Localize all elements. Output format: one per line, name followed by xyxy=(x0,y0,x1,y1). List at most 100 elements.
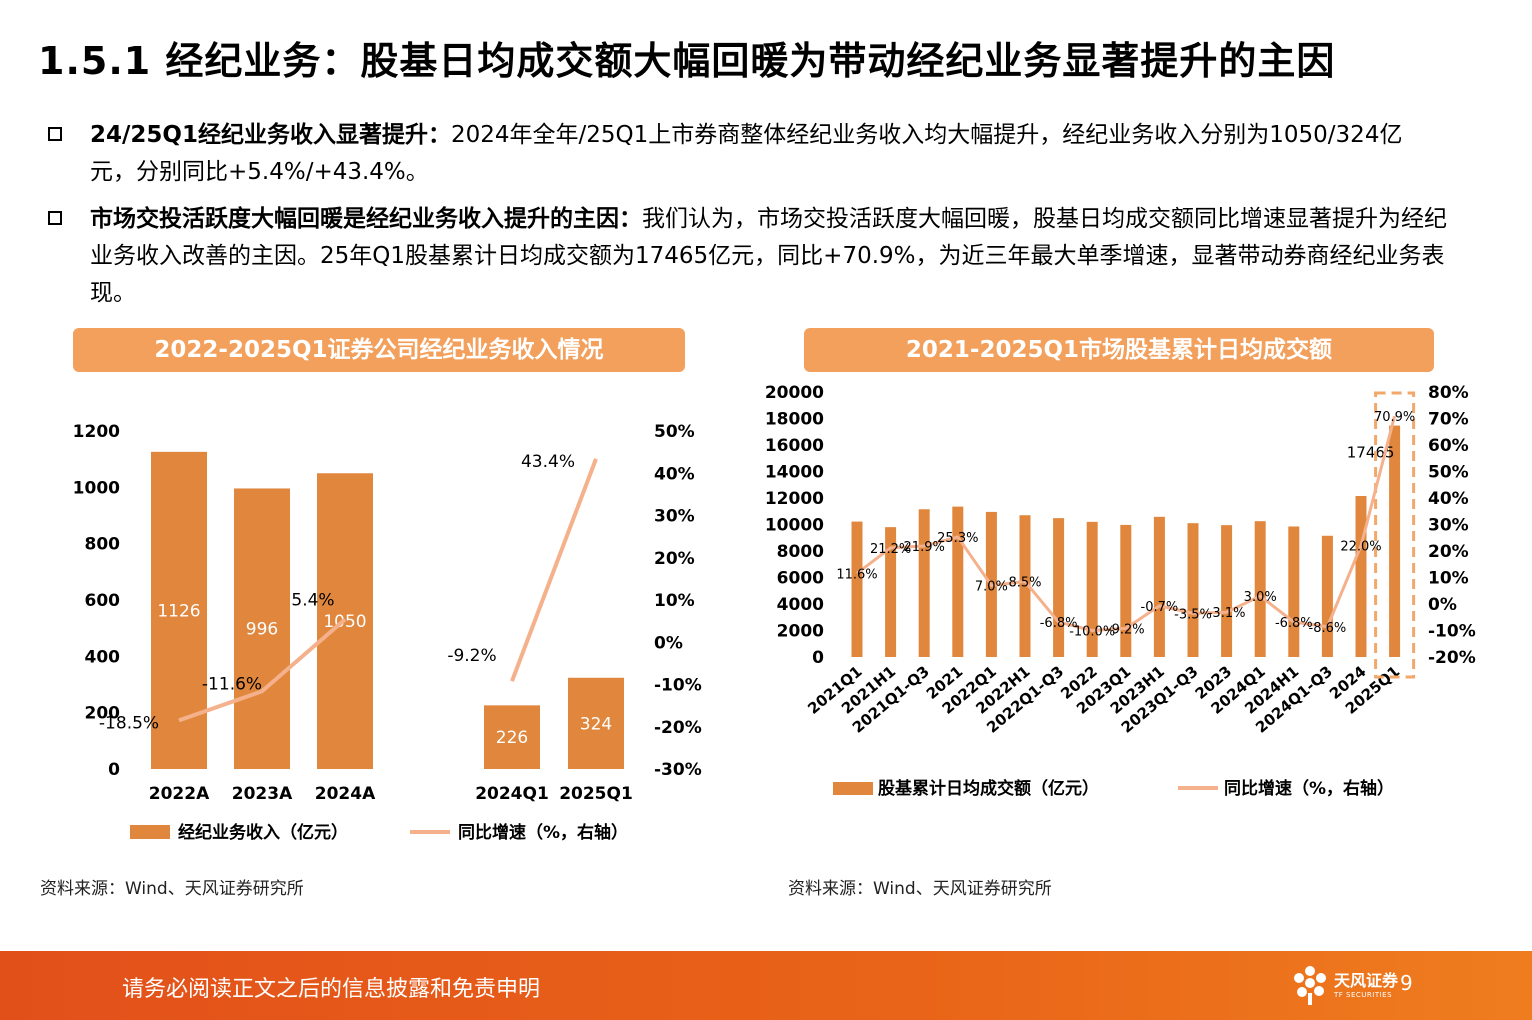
y-tick-label: 2000 xyxy=(777,622,824,642)
bar xyxy=(952,506,964,657)
logo-name: 天风证券 xyxy=(1334,971,1399,990)
y2-tick-label: 70% xyxy=(1428,410,1469,430)
line-value-label: 43.4% xyxy=(521,452,575,472)
bar xyxy=(1221,525,1233,657)
y2-tick-label: 30% xyxy=(654,507,695,527)
bar xyxy=(1389,425,1401,657)
legend-label: 同比增速（%，右轴） xyxy=(1224,778,1394,799)
bar xyxy=(234,488,290,769)
page-title: 1.5.1 经纪业务：股基日均成交额大幅回暖为带动经纪业务显著提升的主因 xyxy=(38,39,1336,83)
disclaimer-text: 请务必阅读正文之后的信息披露和免责申明 xyxy=(122,977,541,1002)
y-tick-label: 4000 xyxy=(777,595,824,615)
y-tick-label: 0 xyxy=(108,760,120,780)
bar xyxy=(1321,535,1333,657)
y2-tick-label: 0% xyxy=(1428,595,1457,615)
y2-tick-label: 20% xyxy=(1428,542,1469,562)
x-tick-label: 2022A xyxy=(149,784,210,804)
line-value-label: 22.0% xyxy=(1340,540,1381,555)
y2-tick-label: 10% xyxy=(654,591,695,611)
y-tick-label: 10000 xyxy=(765,516,824,536)
chart-1: 0 200 400 600 800 1000 1200 -30% -20% -10% 0% 10% 20… xyxy=(73,422,702,843)
y2-tick-label: 40% xyxy=(1428,489,1469,509)
page-number: 9 xyxy=(1400,971,1413,995)
legend-swatch-bar xyxy=(833,782,873,795)
bullet-square-icon xyxy=(48,127,62,141)
y2-tick-label: -20% xyxy=(654,718,702,738)
bar xyxy=(568,677,624,769)
line-value-label: -18.5% xyxy=(99,713,159,733)
line-value-label: 21.9% xyxy=(904,540,945,555)
bar xyxy=(851,521,863,657)
legend-label: 同比增速（%，右轴） xyxy=(458,822,628,843)
y-tick-label: 0 xyxy=(812,648,824,668)
bar-value-label: 996 xyxy=(246,620,278,640)
line-value-label: -6.8% xyxy=(1275,616,1313,631)
logo-subtitle: TF SECURITIES xyxy=(1334,991,1393,999)
line-value-label: 8.5% xyxy=(1008,575,1041,590)
line-value-label: 11.6% xyxy=(836,567,877,582)
y-tick-label: 12000 xyxy=(765,489,824,509)
y2-tick-label: -30% xyxy=(654,760,702,780)
line-value-label: -9.2% xyxy=(1107,622,1145,637)
bar xyxy=(1120,524,1132,657)
x-tick-label: 2023A xyxy=(232,784,293,804)
y2-tick-label: 60% xyxy=(1428,436,1469,456)
y2-tick-label: 10% xyxy=(1428,569,1469,589)
line-value-label: 25.3% xyxy=(937,531,978,546)
bar xyxy=(1254,521,1266,657)
bar-value-label: 226 xyxy=(496,728,528,748)
y2-tick-label: 50% xyxy=(1428,463,1469,483)
bullet-2-lead: 市场交投活跃度大幅回暖是经纪业务收入提升的主因： xyxy=(90,206,642,232)
bar xyxy=(1288,526,1300,657)
bar xyxy=(1053,518,1065,657)
line-value-label: -10.0% xyxy=(1069,625,1115,640)
chart-2-source: 资料来源：Wind、天风证券研究所 xyxy=(788,879,1052,899)
y-tick-label: 14000 xyxy=(765,463,824,483)
bullet-1-text: 24/25Q1经纪业务收入显著提升：2024年全年/25Q1上市券商整体经纪业务… xyxy=(90,117,1448,191)
y-tick-label: 6000 xyxy=(777,569,824,589)
y-tick-label: 200 xyxy=(85,704,121,724)
line-value-label: 21.2% xyxy=(870,542,911,557)
legend-swatch-bar xyxy=(130,825,170,839)
bar-value-label: 324 xyxy=(580,714,612,734)
bar xyxy=(885,527,897,657)
y2-tick-label: -10% xyxy=(654,676,702,696)
bar xyxy=(1187,523,1199,657)
bullet-1-lead: 24/25Q1经纪业务收入显著提升： xyxy=(90,122,451,148)
y2-tick-label: -20% xyxy=(1428,648,1476,668)
tf-securities-logo: 天风证券 TF SECURITIES xyxy=(1290,963,1420,1011)
y2-tick-label: 50% xyxy=(654,422,695,442)
bullet-square-icon xyxy=(48,211,62,225)
bullet-1: 24/25Q1经纪业务收入显著提升：2024年全年/25Q1上市券商整体经纪业务… xyxy=(48,117,1448,191)
y2-tick-label: 20% xyxy=(654,549,695,569)
y-tick-label: 16000 xyxy=(765,436,824,456)
bar xyxy=(484,705,540,769)
bullet-2-text: 市场交投活跃度大幅回暖是经纪业务收入提升的主因：我们认为，市场交投活跃度大幅回暖… xyxy=(90,201,1448,312)
y2-tick-label: 80% xyxy=(1428,385,1469,403)
legend-label: 股基累计日均成交额（亿元） xyxy=(878,778,1099,799)
growth-line xyxy=(178,617,347,723)
y2-tick-label: 0% xyxy=(654,633,683,653)
bar xyxy=(1355,496,1367,657)
y-tick-label: 1200 xyxy=(73,422,120,442)
x-tick-label: 2024Q1 xyxy=(475,784,549,804)
bar xyxy=(151,451,207,769)
y-tick-label: 800 xyxy=(85,535,121,555)
bullet-2-body: 我们认为，市场交投活跃度大幅回暖，股基日均成交额同比增速显著提升为经纪业务收入改… xyxy=(90,206,1447,306)
y2-tick-label: 30% xyxy=(1428,516,1469,536)
chart-1-title: 2022-2025Q1证券公司经纪业务收入情况 xyxy=(73,328,685,372)
line-value-label: -3.1% xyxy=(1208,606,1246,621)
chart-2-title: 2021-2025Q1市场股基累计日均成交额 xyxy=(804,328,1434,372)
line-value-label: -8.6% xyxy=(1309,621,1347,636)
bar-value-label: 1050 xyxy=(323,612,366,632)
y2-tick-label: 40% xyxy=(654,464,695,484)
bar xyxy=(1019,515,1031,657)
y2-tick-label: -10% xyxy=(1428,622,1476,642)
bullet-1-body: 2024年全年/25Q1上市券商整体经纪业务收入均大幅提升，经纪业务收入分别为1… xyxy=(90,122,1403,185)
y-tick-label: 20000 xyxy=(765,385,824,403)
line-value-label: 7.0% xyxy=(975,579,1008,594)
line-value-label: -6.8% xyxy=(1040,616,1078,631)
y-tick-label: 8000 xyxy=(777,542,824,562)
flower-logo-icon xyxy=(1294,966,1326,1005)
bar xyxy=(1086,521,1098,657)
